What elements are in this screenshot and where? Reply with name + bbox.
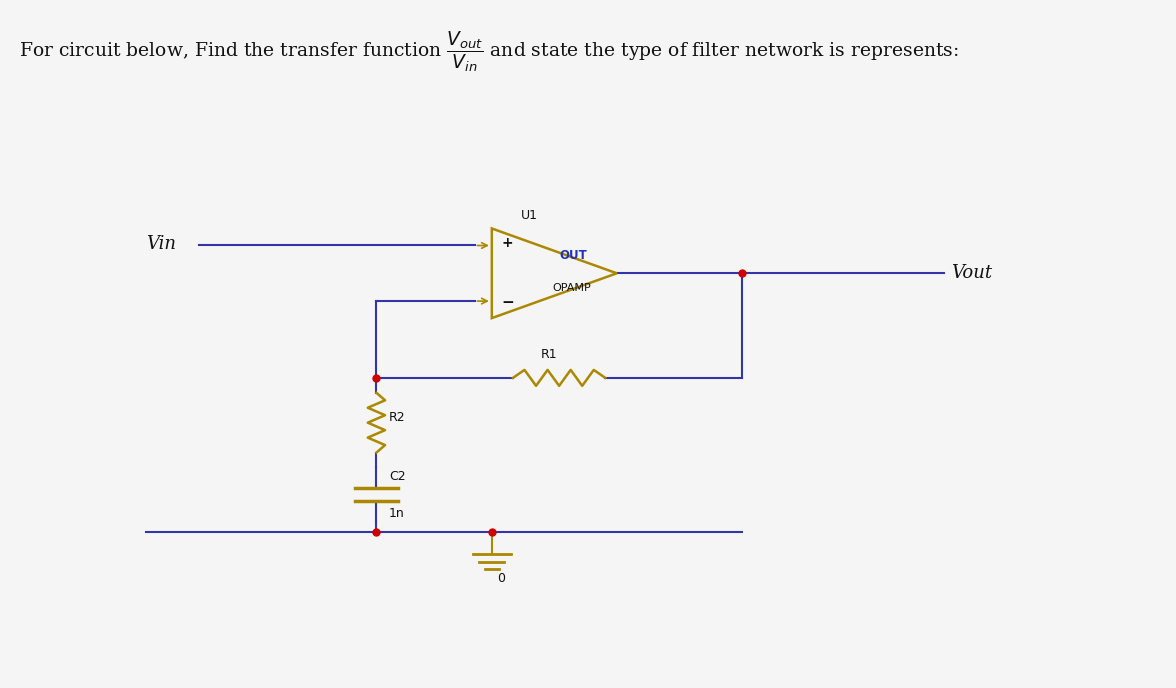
- Text: OUT: OUT: [559, 249, 587, 262]
- Text: −: −: [501, 294, 514, 310]
- Text: Vin: Vin: [146, 235, 175, 252]
- Text: For circuit below, Find the transfer function $\dfrac{V_{out}}{V_{in}}$ and stat: For circuit below, Find the transfer fun…: [19, 30, 958, 74]
- Text: OPAMP: OPAMP: [553, 283, 592, 293]
- Text: C2: C2: [389, 470, 406, 483]
- Text: R2: R2: [389, 411, 406, 424]
- Text: +: +: [501, 235, 513, 250]
- Text: 1n: 1n: [389, 507, 405, 520]
- Text: R1: R1: [541, 348, 557, 361]
- Text: 0: 0: [496, 572, 505, 585]
- Text: U1: U1: [521, 209, 537, 222]
- Text: Vout: Vout: [951, 264, 993, 282]
